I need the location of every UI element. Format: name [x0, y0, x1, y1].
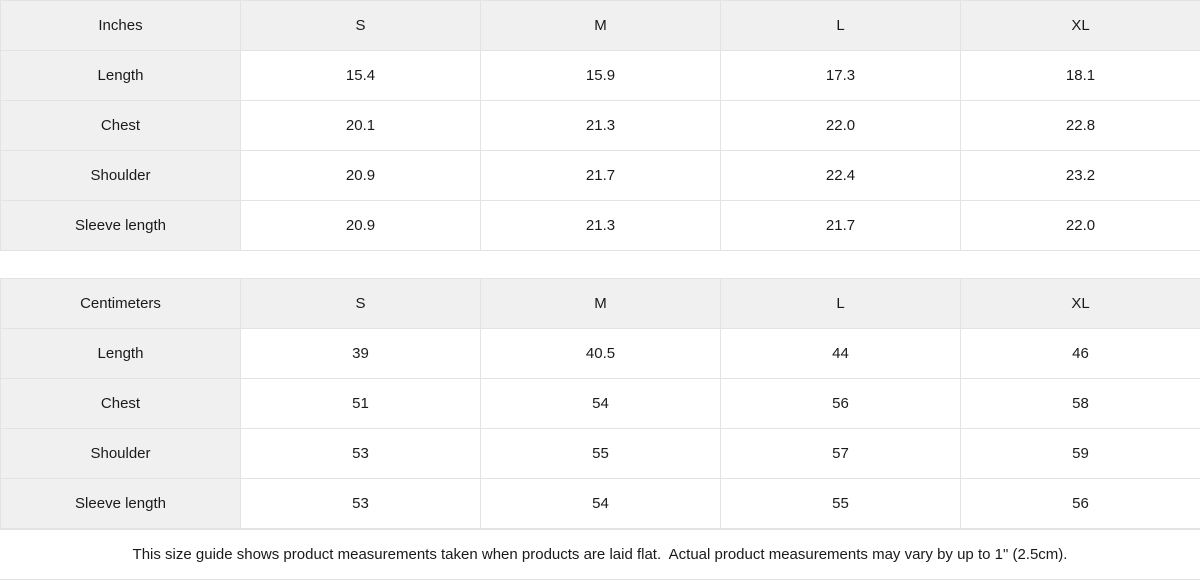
- cell-inches-chest-xl: 22.8: [960, 100, 1200, 151]
- cell-cm-length-m: 40.5: [480, 328, 721, 379]
- row-label-shoulder: Shoulder: [0, 150, 241, 201]
- cell-cm-shoulder-l: 57: [720, 428, 961, 479]
- table-row: Chest 51 54 56 58: [0, 378, 1200, 429]
- table-row: Sleeve length 53 54 55 56: [0, 478, 1200, 529]
- cell-cm-chest-xl: 58: [960, 378, 1200, 429]
- column-header-m: M: [480, 0, 721, 51]
- cell-inches-length-l: 17.3: [720, 50, 961, 101]
- cell-inches-shoulder-s: 20.9: [240, 150, 481, 201]
- row-label-length: Length: [0, 328, 241, 379]
- table-row: Length 39 40.5 44 46: [0, 328, 1200, 379]
- header-row: Centimeters S M L XL: [0, 278, 1200, 329]
- cell-inches-chest-m: 21.3: [480, 100, 721, 151]
- cell-inches-length-m: 15.9: [480, 50, 721, 101]
- cell-inches-length-s: 15.4: [240, 50, 481, 101]
- column-header-xl: XL: [960, 278, 1200, 329]
- table-row: Shoulder 53 55 57 59: [0, 428, 1200, 479]
- cell-inches-sleeve-m: 21.3: [480, 200, 721, 251]
- table-separator-gap: [0, 251, 1200, 278]
- table-header-centimeters: Centimeters S M L XL: [0, 278, 1200, 329]
- cell-cm-shoulder-s: 53: [240, 428, 481, 479]
- cell-cm-chest-s: 51: [240, 378, 481, 429]
- cell-cm-length-l: 44: [720, 328, 961, 379]
- cell-inches-chest-s: 20.1: [240, 100, 481, 151]
- unit-header-centimeters: Centimeters: [0, 278, 241, 329]
- size-guide-note: This size guide shows product measuremen…: [0, 529, 1200, 580]
- size-table-inches: Inches S M L XL Length 15.4 15.9 17.3 18…: [0, 0, 1200, 251]
- column-header-m: M: [480, 278, 721, 329]
- row-label-shoulder: Shoulder: [0, 428, 241, 479]
- cell-inches-chest-l: 22.0: [720, 100, 961, 151]
- table-row: Chest 20.1 21.3 22.0 22.8: [0, 100, 1200, 151]
- row-label-length: Length: [0, 50, 241, 101]
- unit-header-inches: Inches: [0, 0, 241, 51]
- cell-cm-sleeve-l: 55: [720, 478, 961, 529]
- table-row: Sleeve length 20.9 21.3 21.7 22.0: [0, 200, 1200, 251]
- size-table-centimeters: Centimeters S M L XL Length 39 40.5 44 4…: [0, 278, 1200, 529]
- cell-inches-shoulder-xl: 23.2: [960, 150, 1200, 201]
- cell-inches-sleeve-l: 21.7: [720, 200, 961, 251]
- column-header-s: S: [240, 0, 481, 51]
- row-label-sleeve-length: Sleeve length: [0, 200, 241, 251]
- cell-cm-sleeve-s: 53: [240, 478, 481, 529]
- cell-cm-length-s: 39: [240, 328, 481, 379]
- table-body-inches: Length 15.4 15.9 17.3 18.1 Chest 20.1 21…: [0, 50, 1200, 251]
- row-label-chest: Chest: [0, 378, 241, 429]
- row-label-chest: Chest: [0, 100, 241, 151]
- cell-inches-sleeve-s: 20.9: [240, 200, 481, 251]
- header-row: Inches S M L XL: [0, 0, 1200, 51]
- size-guide-footer: This size guide shows product measuremen…: [0, 529, 1200, 580]
- table-row: Length 15.4 15.9 17.3 18.1: [0, 50, 1200, 101]
- table-header-inches: Inches S M L XL: [0, 0, 1200, 51]
- table-body-centimeters: Length 39 40.5 44 46 Chest 51 54 56 58 S…: [0, 328, 1200, 529]
- cell-inches-length-xl: 18.1: [960, 50, 1200, 101]
- cell-inches-shoulder-m: 21.7: [480, 150, 721, 201]
- cell-cm-shoulder-xl: 59: [960, 428, 1200, 479]
- column-header-xl: XL: [960, 0, 1200, 51]
- cell-cm-chest-m: 54: [480, 378, 721, 429]
- table-row: Shoulder 20.9 21.7 22.4 23.2: [0, 150, 1200, 201]
- cell-cm-sleeve-m: 54: [480, 478, 721, 529]
- cell-cm-length-xl: 46: [960, 328, 1200, 379]
- cell-cm-shoulder-m: 55: [480, 428, 721, 479]
- cell-cm-chest-l: 56: [720, 378, 961, 429]
- column-header-l: L: [720, 0, 961, 51]
- cell-cm-sleeve-xl: 56: [960, 478, 1200, 529]
- column-header-l: L: [720, 278, 961, 329]
- cell-inches-sleeve-xl: 22.0: [960, 200, 1200, 251]
- row-label-sleeve-length: Sleeve length: [0, 478, 241, 529]
- cell-inches-shoulder-l: 22.4: [720, 150, 961, 201]
- column-header-s: S: [240, 278, 481, 329]
- footer-row: This size guide shows product measuremen…: [0, 529, 1200, 580]
